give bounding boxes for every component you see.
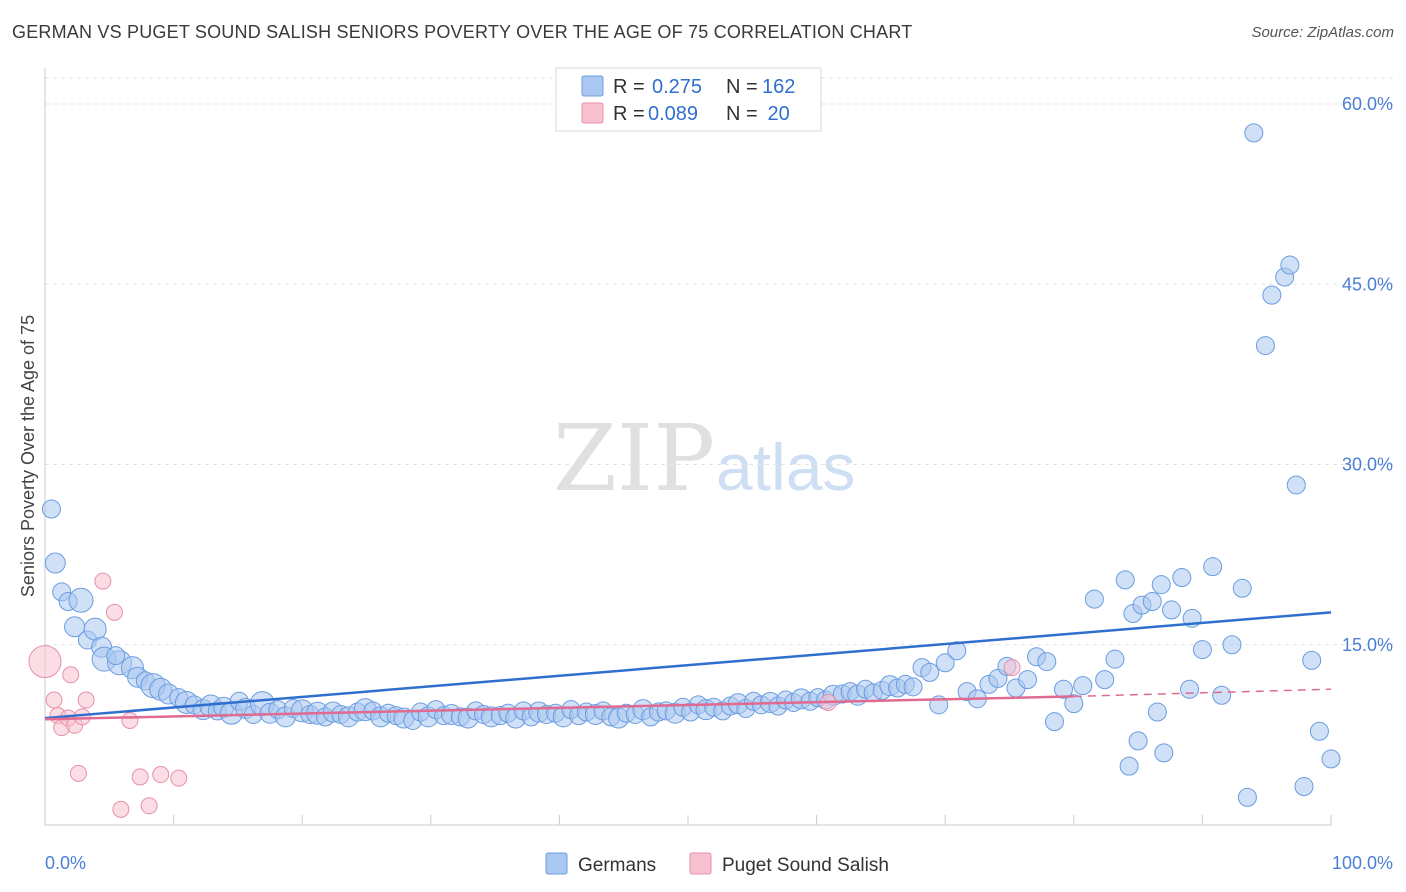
germans-point <box>1232 578 1252 598</box>
legend-swatch-germans <box>581 75 604 97</box>
germans-point <box>1262 285 1282 305</box>
germans-point <box>1172 567 1192 587</box>
x-tick-label-max: 100.0% <box>1332 853 1393 873</box>
salish-point <box>62 666 80 684</box>
legend-r-label-salish: R = <box>613 103 645 125</box>
chart-title: GERMAN VS PUGET SOUND SALISH SENIORS POV… <box>12 22 913 42</box>
bottom-legend-salish: Puget Sound Salish <box>722 855 889 876</box>
y-tick-labels: 15.0% 30.0% 45.0% 60.0% <box>1342 94 1393 655</box>
watermark-atlas: atlas <box>716 430 855 504</box>
germans-point <box>1154 743 1174 763</box>
salish-points <box>28 572 1021 818</box>
legend-n-value-germans: 162 <box>762 76 795 98</box>
germans-point <box>920 662 940 682</box>
germans-point <box>1147 702 1167 722</box>
legend-n-label-germans: N = <box>726 76 758 98</box>
germans-point <box>44 552 66 574</box>
germans-point <box>1192 640 1212 660</box>
bottom-legend-germans: Germans <box>578 855 656 876</box>
germans-point <box>1142 592 1162 612</box>
legend-r-value-salish: 0.089 <box>648 103 698 125</box>
salish-point <box>152 766 170 784</box>
salish-point <box>28 645 62 679</box>
germans-point <box>935 653 955 673</box>
germans-point <box>1309 721 1329 741</box>
germans-point <box>1064 694 1084 714</box>
y-tick-label: 45.0% <box>1342 274 1393 294</box>
germans-point <box>1151 575 1171 595</box>
correlation-legend: R = 0.275 N = 162 R = 0.089 N = 20 <box>555 67 822 132</box>
y-tick-label: 60.0% <box>1342 94 1393 114</box>
germans-point <box>903 677 923 697</box>
germans-point <box>1255 336 1275 356</box>
germans-point <box>1222 635 1242 655</box>
y-tick-label: 15.0% <box>1342 635 1393 655</box>
salish-point <box>140 797 158 815</box>
legend-r-value-germans: 0.275 <box>652 76 702 98</box>
germans-point <box>1294 777 1314 797</box>
germans-point <box>1119 756 1139 776</box>
germans-trend-line <box>44 611 1332 720</box>
germans-point <box>1018 670 1038 690</box>
germans-point <box>1180 679 1200 699</box>
salish-point <box>45 691 63 709</box>
germans-point <box>1037 652 1057 672</box>
bottom-legend-swatch-salish <box>689 852 712 875</box>
germans-point <box>1115 570 1135 590</box>
germans-point <box>1084 589 1104 609</box>
legend-n-label-salish: N = <box>726 103 758 125</box>
germans-point <box>947 641 967 661</box>
germans-point <box>1203 557 1223 577</box>
salish-trend-line <box>44 695 1074 721</box>
legend-swatch-salish <box>581 102 604 124</box>
germans-point <box>1105 649 1125 669</box>
source-label: Source: ZipAtlas.com <box>1251 24 1394 41</box>
trend-lines <box>44 611 1332 721</box>
germans-point <box>1321 749 1341 769</box>
salish-point <box>69 764 87 782</box>
germans-point <box>106 646 126 666</box>
salish-point <box>94 572 112 590</box>
germans-point <box>1128 731 1148 751</box>
salish-point <box>77 691 95 709</box>
germans-point <box>1073 676 1093 696</box>
y-axis-label: Seniors Poverty Over the Age of 75 <box>18 315 38 597</box>
salish-trend-extension <box>1073 688 1332 698</box>
salish-point <box>73 708 91 726</box>
germans-point <box>1212 685 1232 705</box>
germans-point <box>41 499 61 519</box>
legend-n-value-salish: 20 <box>762 103 790 125</box>
y-tick-label: 30.0% <box>1342 455 1393 475</box>
germans-point <box>1045 712 1065 732</box>
legend-r-label-germans: R = <box>613 76 645 98</box>
grid-lines <box>45 77 1393 646</box>
germans-point <box>1237 787 1257 807</box>
watermark-zip: ZIP <box>553 405 715 512</box>
germans-point <box>1244 123 1264 143</box>
germans-point <box>1054 679 1074 699</box>
germans-point <box>1095 670 1115 690</box>
bottom-legend-swatch-germans <box>545 852 568 875</box>
x-ticks <box>44 815 1332 825</box>
salish-point <box>105 603 123 621</box>
germans-point <box>1280 255 1300 275</box>
salish-point <box>112 800 130 818</box>
germans-point <box>68 587 94 613</box>
germans-point <box>1302 650 1322 670</box>
salish-point <box>1003 659 1021 677</box>
salish-point <box>131 768 149 786</box>
germans-point <box>1162 600 1182 620</box>
salish-point <box>121 711 139 729</box>
series-legend: Germans Puget Sound Salish <box>545 852 889 876</box>
salish-point <box>170 769 188 787</box>
x-tick-label-min: 0.0% <box>45 853 86 873</box>
germans-point <box>1286 475 1306 495</box>
